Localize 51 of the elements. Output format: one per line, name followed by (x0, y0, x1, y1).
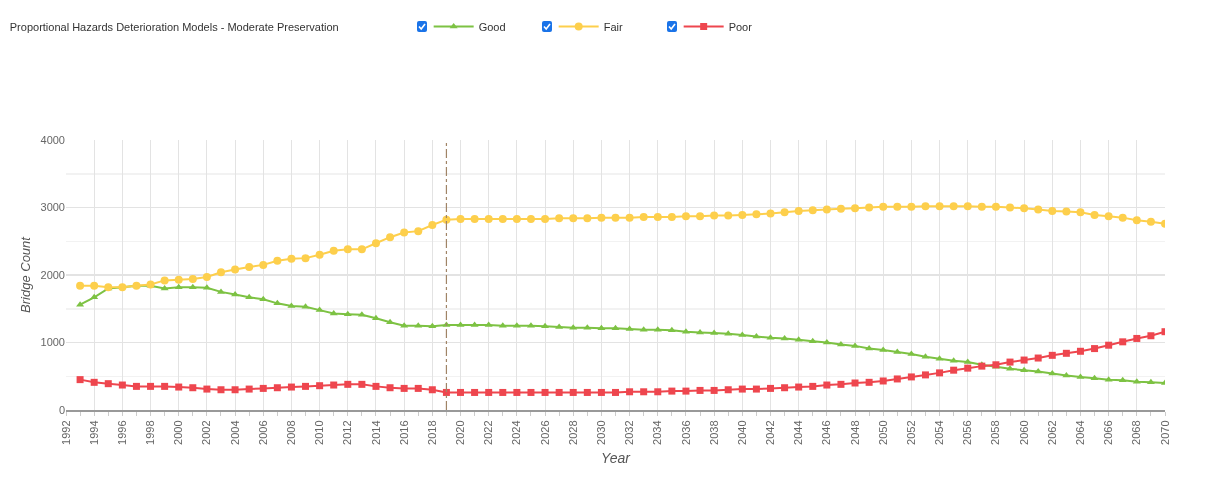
y-tick-label: 2000 (40, 268, 65, 281)
x-tick-label: 2058 (989, 420, 1002, 445)
x-tick-label: 2042 (764, 420, 777, 445)
y-axis-title: Bridge Count (18, 235, 33, 313)
y-tick-label: 0 (58, 403, 65, 416)
chart-title: Proportional Hazards Deterioration Models - Moderate Preservation (9, 21, 339, 34)
x-tick-label: 2010 (313, 420, 326, 445)
x-tick-label: 2028 (566, 420, 579, 445)
x-tick-label: 2060 (1017, 420, 1030, 445)
x-tick-label: 1992 (59, 420, 72, 445)
legend-label: Fair (603, 20, 623, 33)
x-tick-label: 2068 (1130, 420, 1143, 445)
x-axis-title: Year (601, 450, 632, 466)
y-tick-label: 4000 (40, 133, 65, 146)
legend-label: Poor (728, 20, 753, 33)
x-tick-label: 2026 (538, 420, 551, 445)
x-tick-label: 2052 (904, 420, 917, 445)
x-tick-label: 2036 (679, 420, 692, 445)
x-tick-label: 2064 (1074, 420, 1087, 445)
x-tick-label: 2040 (735, 420, 748, 445)
x-tick-label: 2062 (1045, 420, 1058, 445)
x-tick-label: 2006 (256, 420, 269, 445)
x-tick-label: 2014 (369, 420, 382, 445)
x-tick-label: 2038 (707, 420, 720, 445)
x-tick-label: 2018 (425, 420, 438, 445)
x-tick-label: 2020 (454, 420, 467, 445)
x-tick-label: 2056 (961, 420, 974, 445)
x-tick-label: 2066 (1102, 420, 1115, 445)
x-tick-label: 2008 (285, 420, 298, 445)
legend-label: Good (478, 20, 506, 33)
x-tick-label: 2030 (594, 420, 607, 445)
x-tick-label: 2070 (1158, 420, 1171, 445)
x-tick-label: 2016 (397, 420, 410, 445)
x-tick-label: 2032 (623, 420, 636, 445)
x-tick-label: 2034 (651, 420, 664, 445)
x-tick-label: 2044 (792, 420, 805, 445)
x-tick-label: 2004 (228, 420, 241, 445)
x-tick-label: 2002 (200, 420, 213, 445)
x-tick-label: 2054 (933, 420, 946, 445)
x-tick-label: 1996 (115, 420, 128, 445)
x-tick-label: 2048 (848, 420, 861, 445)
y-tick-label: 3000 (40, 201, 65, 214)
y-tick-label: 1000 (40, 336, 65, 349)
x-tick-label: 2050 (876, 420, 889, 445)
x-tick-label: 2000 (172, 420, 185, 445)
x-tick-label: 2046 (820, 420, 833, 445)
x-tick-label: 2024 (510, 420, 523, 445)
x-tick-label: 1994 (87, 420, 100, 445)
x-tick-label: 2022 (482, 420, 495, 445)
x-tick-label: 2012 (341, 420, 354, 445)
x-tick-label: 1998 (144, 420, 157, 445)
